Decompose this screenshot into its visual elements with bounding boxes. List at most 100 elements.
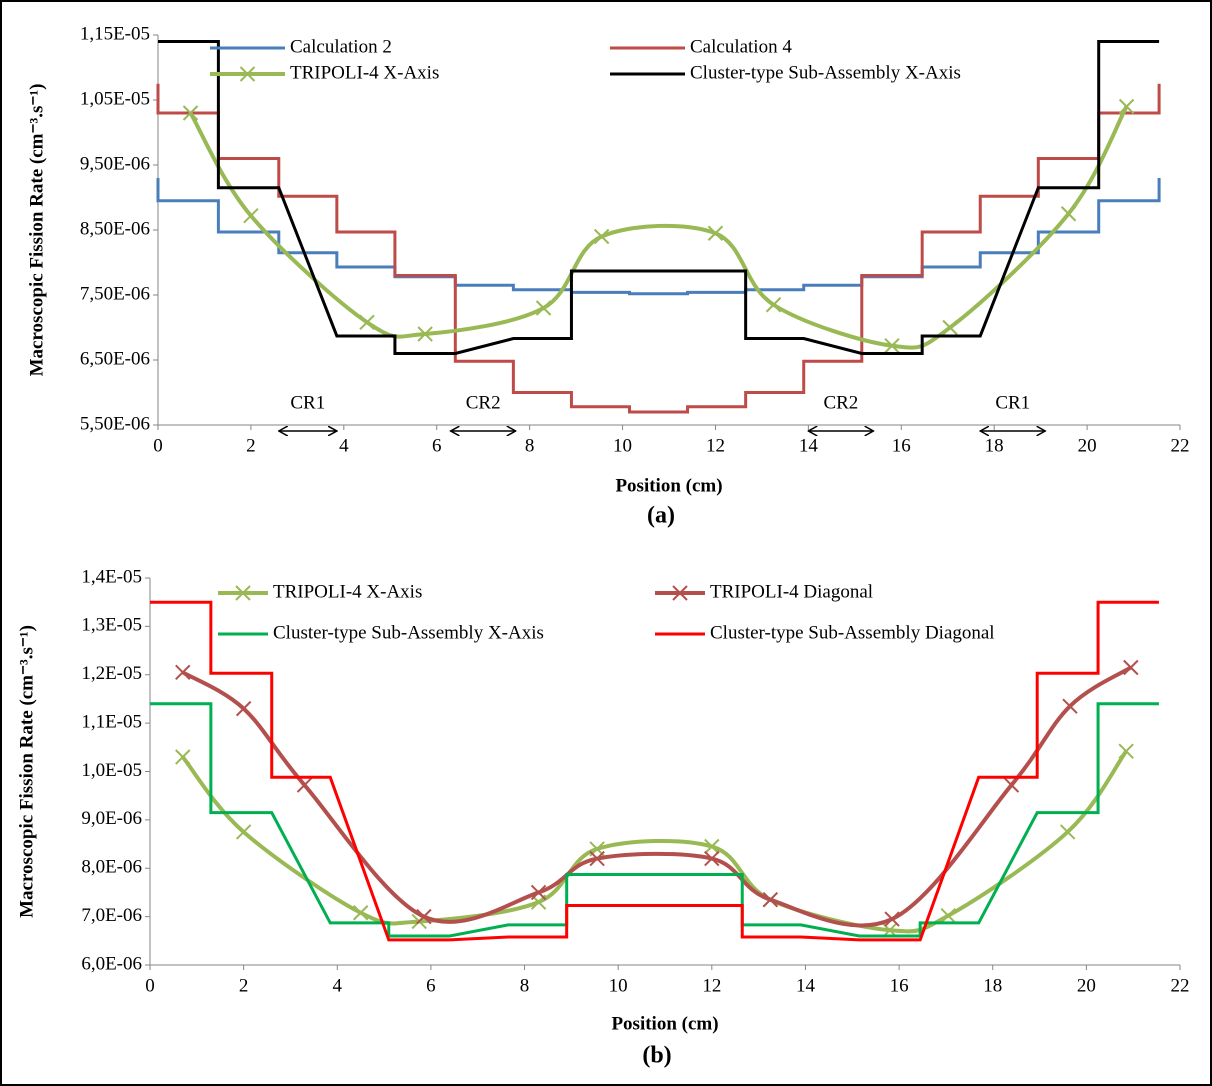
data-marker — [884, 911, 900, 927]
y-tick-label: 6,50E-06 — [80, 348, 150, 369]
data-marker — [1059, 824, 1076, 840]
legend-marker — [672, 585, 688, 601]
legend-marker — [239, 66, 256, 82]
y-axis-label: Macroscopic Fission Rate (cm⁻³.s⁻¹) — [16, 625, 37, 918]
x-tick-label: 6 — [432, 435, 442, 456]
marker-shape — [1062, 698, 1078, 714]
legend-label: Calculation 2 — [290, 36, 392, 57]
marker-shape — [416, 908, 432, 925]
annotation: CR1 — [290, 392, 325, 413]
legend-marker — [235, 585, 251, 601]
marker-shape — [884, 337, 900, 354]
x-tick-label: 14 — [799, 435, 819, 456]
series-line — [181, 750, 1128, 934]
data-marker — [1123, 659, 1139, 676]
y-tick-label: 1,05E-05 — [80, 88, 150, 109]
data-marker — [296, 777, 313, 793]
x-tick-label: 10 — [613, 435, 632, 456]
x-tick-label: 22 — [1171, 435, 1190, 456]
series-line — [150, 600, 1159, 942]
marker-shape — [296, 777, 313, 793]
x-tick-label: 0 — [153, 435, 163, 456]
marker-shape — [182, 105, 199, 121]
legend-label: Calculation 4 — [690, 36, 792, 57]
marker-shape — [1118, 98, 1135, 115]
series-line — [156, 178, 1161, 296]
y-tick-label: 6,0E-06 — [81, 953, 142, 974]
marker-shape — [762, 891, 779, 908]
data-marker — [417, 326, 433, 342]
marker-shape — [359, 314, 375, 331]
marker-shape — [704, 850, 720, 867]
marker-shape — [235, 824, 252, 840]
y-tick-label: 5,50E-06 — [80, 413, 150, 434]
x-tick-label: 22 — [1171, 975, 1190, 996]
x-tick-label: 18 — [985, 435, 1004, 456]
marker-shape — [942, 319, 958, 336]
marker-shape — [884, 911, 900, 927]
data-marker — [762, 891, 779, 908]
y-tick-label: 1,2E-05 — [81, 663, 142, 684]
y-tick-label: 9,50E-06 — [80, 153, 150, 174]
series-line — [181, 665, 1132, 928]
x-tick-label: 8 — [520, 975, 530, 996]
x-axis-label: Position (cm) — [611, 1013, 718, 1034]
marker-shape — [707, 225, 724, 241]
marker-shape — [175, 749, 191, 765]
marker-shape — [940, 907, 956, 924]
marker-shape — [352, 905, 369, 921]
marker-shape — [765, 297, 782, 313]
data-marker — [589, 850, 605, 867]
x-tick-label: 14 — [796, 975, 816, 996]
x-tick-label: 20 — [1077, 975, 1096, 996]
marker-shape — [535, 300, 552, 316]
y-tick-label: 8,0E-06 — [81, 857, 142, 878]
marker-shape — [593, 228, 610, 245]
marker-shape — [530, 884, 547, 901]
series-line — [150, 702, 1159, 938]
series-line — [158, 40, 1160, 355]
data-marker — [704, 838, 720, 855]
legend-label: TRIPOLI-4 X-Axis — [290, 62, 439, 83]
y-tick-label: 1,0E-05 — [81, 760, 142, 781]
data-marker — [884, 337, 900, 354]
x-tick-label: 12 — [702, 975, 721, 996]
marker-shape — [1123, 659, 1139, 676]
annotation: CR2 — [823, 392, 858, 413]
marker-shape — [417, 326, 433, 342]
x-tick-label: 4 — [339, 435, 349, 456]
caption: (b) — [642, 1043, 671, 1069]
y-tick-label: 1,15E-05 — [80, 23, 150, 44]
series-line — [188, 105, 1129, 350]
x-tick-label: 2 — [246, 435, 256, 456]
annotation: CR1 — [995, 392, 1030, 413]
data-marker — [182, 105, 199, 121]
data-marker — [352, 905, 369, 921]
x-tick-label: 12 — [706, 435, 725, 456]
data-marker — [704, 850, 720, 867]
x-tick-label: 16 — [890, 975, 909, 996]
y-tick-label: 7,50E-06 — [80, 283, 150, 304]
marker-shape — [1059, 824, 1076, 840]
x-tick-label: 4 — [333, 975, 343, 996]
x-tick-label: 16 — [892, 435, 911, 456]
data-marker — [175, 749, 191, 765]
marker-shape — [243, 207, 259, 224]
y-tick-label: 1,1E-05 — [81, 711, 142, 732]
data-marker — [359, 314, 375, 331]
marker-shape — [235, 700, 252, 717]
legend-label: TRIPOLI-4 Diagonal — [710, 581, 873, 602]
x-tick-label: 18 — [983, 975, 1002, 996]
legend-label: TRIPOLI-4 X-Axis — [273, 581, 422, 602]
y-tick-label: 8,50E-06 — [80, 218, 150, 239]
y-axis-label: Macroscopic Fission Rate (cm⁻³.s⁻¹) — [26, 84, 47, 377]
y-tick-label: 9,0E-06 — [81, 808, 142, 829]
marker-shape — [1003, 777, 1020, 793]
data-marker — [765, 297, 782, 313]
x-tick-label: 20 — [1078, 435, 1097, 456]
y-tick-label: 1,4E-05 — [81, 566, 142, 587]
data-marker — [1118, 743, 1134, 759]
marker-shape — [175, 664, 191, 681]
